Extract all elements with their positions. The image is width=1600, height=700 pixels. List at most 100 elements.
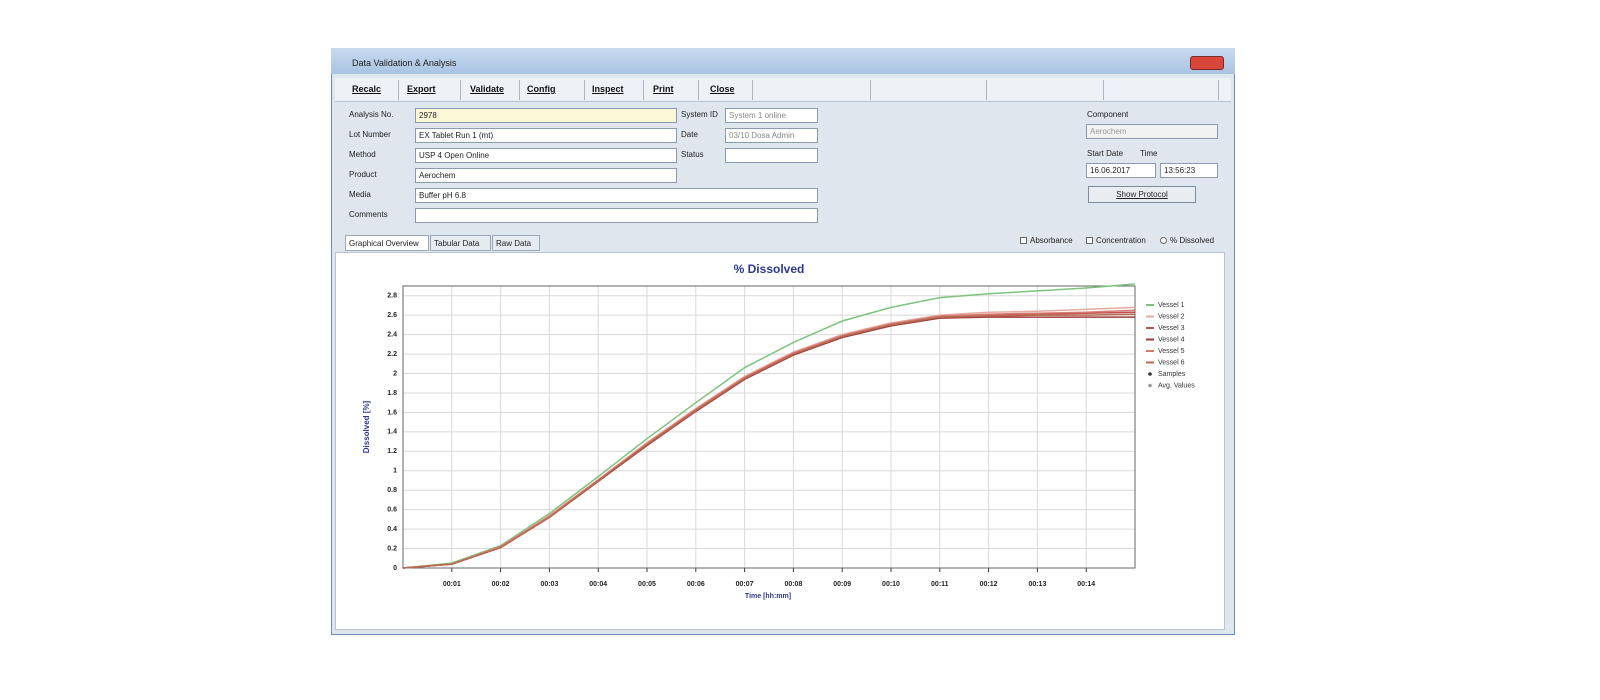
- field-label: Media: [349, 190, 371, 199]
- y-axis-label: Dissolved [%]: [362, 400, 371, 453]
- y-tick-label: 1.2: [387, 448, 397, 455]
- y-tick-label: 1.4: [387, 429, 397, 436]
- field-label: Status: [681, 150, 704, 159]
- legend-label: Vessel 3: [1158, 325, 1185, 332]
- x-tick-label: 00:01: [443, 581, 461, 588]
- toolbar-separator: [1103, 80, 1104, 100]
- series-line: [402, 283, 1136, 569]
- y-tick-label: 0.8: [387, 487, 397, 494]
- option-box[interactable]: [1086, 237, 1093, 244]
- field-input[interactable]: 03/10 Dosa Admin: [725, 128, 818, 143]
- x-tick-label: 00:09: [833, 581, 851, 588]
- legend-label: Vessel 6: [1158, 359, 1185, 366]
- option-box[interactable]: [1020, 237, 1027, 244]
- field-input[interactable]: 16.06.2017: [1086, 163, 1156, 178]
- field-label: Start Date: [1087, 149, 1124, 158]
- field-label: Date: [681, 130, 698, 139]
- toolbar-separator: [752, 80, 753, 100]
- field-input[interactable]: Aerochem: [1086, 124, 1218, 139]
- x-tick-label: 00:04: [589, 581, 607, 588]
- plot-frame: [402, 285, 1136, 569]
- toolbar: [335, 78, 1231, 102]
- option-box[interactable]: [1160, 237, 1167, 244]
- field-input[interactable]: 13:56:23: [1160, 163, 1218, 178]
- field-input[interactable]: System 1 online: [725, 108, 818, 123]
- x-tick-label: 00:08: [784, 581, 802, 588]
- field-input[interactable]: [415, 208, 818, 223]
- toolbar-button[interactable]: Export: [407, 84, 436, 94]
- x-tick-label: 00:10: [882, 581, 900, 588]
- legend-label: Vessel 4: [1158, 336, 1185, 343]
- tab[interactable]: Graphical Overview: [345, 235, 429, 251]
- x-axis-label: Time [hh:mm]: [745, 593, 791, 600]
- field-input[interactable]: Aerochem: [415, 168, 677, 183]
- field-label: Analysis No.: [349, 110, 394, 119]
- y-tick-label: 1.6: [387, 409, 397, 416]
- toolbar-separator: [584, 80, 585, 100]
- field-label: Component: [1087, 110, 1129, 119]
- close-button[interactable]: [1190, 56, 1224, 70]
- y-tick-label: 2.4: [387, 331, 397, 338]
- x-tick-label: 00:11: [931, 581, 949, 588]
- y-tick-label: 1.8: [387, 390, 397, 397]
- option-label[interactable]: Concentration: [1096, 236, 1146, 245]
- field-label: Lot Number: [349, 130, 391, 139]
- toolbar-button[interactable]: Validate: [470, 84, 505, 94]
- toolbar-separator: [1218, 80, 1219, 100]
- toolbar-button[interactable]: Close: [710, 84, 735, 94]
- toolbar-separator: [986, 80, 987, 100]
- y-tick-label: 0.4: [387, 526, 397, 533]
- toolbar-button[interactable]: Config: [527, 84, 556, 94]
- toolbar-separator: [460, 80, 461, 100]
- y-tick-label: 0.2: [387, 545, 397, 552]
- field-label: Comments: [349, 210, 388, 219]
- x-tick-label: 00:05: [638, 581, 656, 588]
- toolbar-separator: [643, 80, 644, 100]
- x-tick-label: 00:14: [1077, 581, 1095, 588]
- field-label: Time: [1140, 149, 1158, 158]
- y-tick-label: 0.6: [387, 506, 397, 513]
- y-tick-label: 1: [393, 468, 397, 475]
- x-tick-label: 00:13: [1028, 581, 1046, 588]
- x-tick-label: 00:07: [736, 581, 754, 588]
- tab[interactable]: Tabular Data: [430, 235, 491, 251]
- x-tick-label: 00:03: [540, 581, 558, 588]
- x-tick-label: 00:02: [492, 581, 510, 588]
- option-label[interactable]: Absorbance: [1030, 236, 1073, 245]
- field-input[interactable]: [725, 148, 818, 163]
- toolbar-separator: [398, 80, 399, 100]
- field-label: System ID: [681, 110, 718, 119]
- y-tick-label: 0: [393, 565, 397, 572]
- y-tick-label: 2.8: [387, 293, 397, 300]
- toolbar-button[interactable]: Inspect: [592, 84, 624, 94]
- x-tick-label: 00:12: [980, 581, 998, 588]
- series-line: [402, 313, 1136, 569]
- field-input[interactable]: 2978: [415, 108, 677, 123]
- x-tick-label: 00:06: [687, 581, 705, 588]
- field-input[interactable]: EX Tablet Run 1 (mt): [415, 128, 677, 143]
- legend-label: Vessel 1: [1158, 302, 1185, 309]
- window-title: Data Validation & Analysis: [352, 58, 457, 68]
- toolbar-separator: [870, 80, 871, 100]
- toolbar-separator: [698, 80, 699, 100]
- chart-title: % Dissolved: [734, 262, 805, 276]
- toolbar-button[interactable]: Recalc: [352, 84, 382, 94]
- legend-label: Samples: [1158, 371, 1186, 378]
- field-label: Method: [349, 150, 376, 159]
- option-label[interactable]: % Dissolved: [1170, 236, 1215, 245]
- tab[interactable]: Raw Data: [492, 235, 540, 251]
- legend-label: Vessel 2: [1158, 313, 1185, 320]
- series-line: [402, 309, 1136, 569]
- legend-label: Avg. Values: [1158, 382, 1195, 389]
- protocol-button[interactable]: Show Protocol: [1088, 186, 1196, 203]
- legend-symbol: [1148, 372, 1152, 376]
- y-tick-label: 2.6: [387, 312, 397, 319]
- series-line: [402, 311, 1136, 569]
- y-tick-label: 2.2: [387, 351, 397, 358]
- field-input[interactable]: Buffer pH 6.8: [415, 188, 818, 203]
- toolbar-button[interactable]: Print: [653, 84, 674, 94]
- field-input[interactable]: USP 4 Open Online: [415, 148, 677, 163]
- y-tick-label: 2: [393, 370, 397, 377]
